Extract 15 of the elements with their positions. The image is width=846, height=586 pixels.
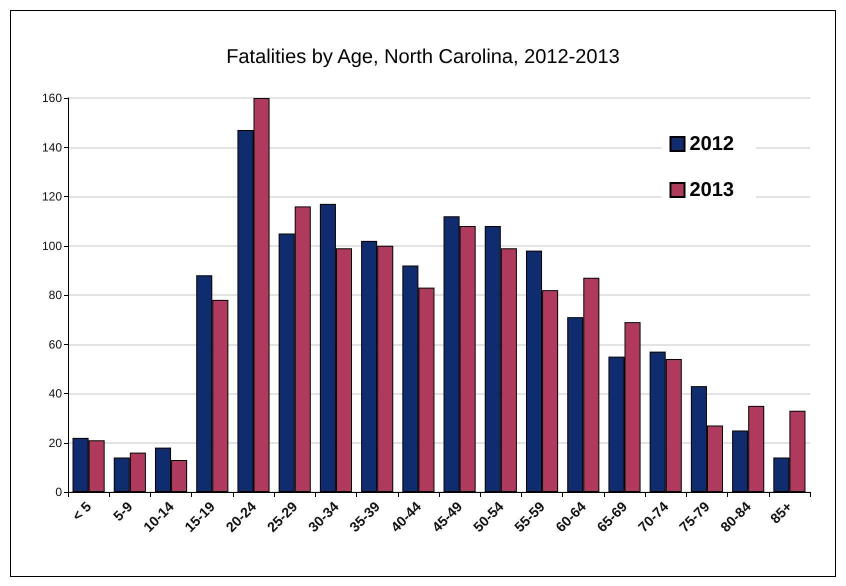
y-tick-label: 100 — [42, 238, 62, 253]
x-tick-label: 85+ — [766, 498, 796, 526]
y-tick-label: 120 — [42, 190, 62, 204]
y-tick-label: 80 — [48, 288, 62, 302]
y-tick-label: 60 — [48, 337, 62, 352]
y-tick-label: 140 — [42, 140, 62, 154]
y-tick-label: 40 — [48, 386, 62, 400]
y-tick-label: 160 — [42, 91, 62, 105]
legend-label: 2013 — [690, 179, 734, 201]
y-tick-label: 0 — [55, 485, 62, 499]
x-tick-label: 5-9 — [110, 498, 136, 524]
chart-title: Fatalities by Age, North Carolina, 2012-2013 — [226, 46, 620, 68]
legend-label: 2012 — [690, 133, 734, 155]
x-tick-label: < 5 — [68, 498, 94, 524]
y-tick-label: 20 — [48, 436, 62, 450]
